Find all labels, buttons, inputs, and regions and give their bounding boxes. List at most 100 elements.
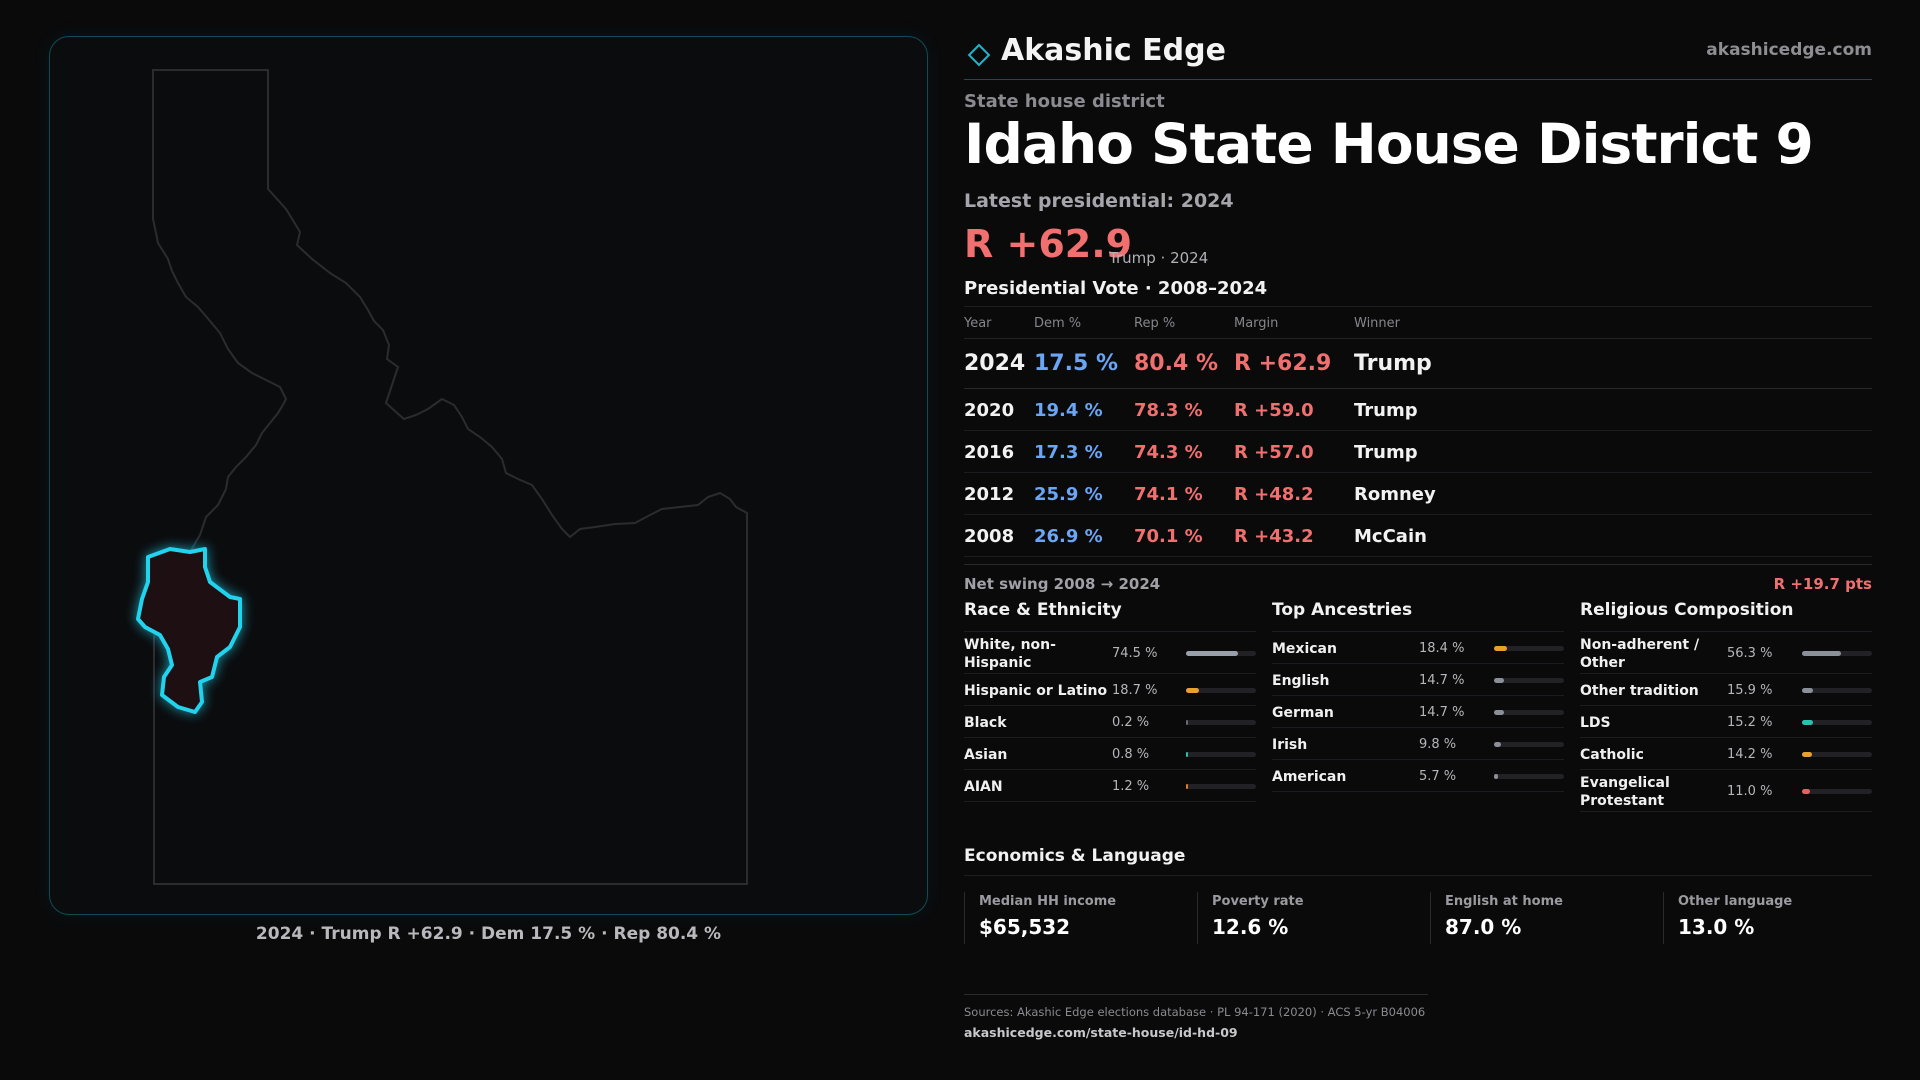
item-pct: 18.7 %: [1112, 683, 1158, 698]
item-label: Irish: [1272, 737, 1308, 753]
cell-margin: R +59.0: [1234, 400, 1314, 421]
cell-winner: Trump: [1354, 442, 1418, 463]
net-swing: Net swing 2008 → 2024 R +19.7 pts: [964, 564, 1872, 594]
bar-fill: [1186, 752, 1188, 757]
map-panel[interactable]: [49, 36, 928, 915]
cell-margin: R +43.2: [1234, 526, 1314, 547]
bar-fill: [1802, 651, 1842, 656]
item-pct: 11.0 %: [1727, 784, 1773, 799]
cell-rep: 74.1 %: [1134, 484, 1203, 505]
bar-track: [1802, 752, 1872, 757]
brand-header: Akashic Edge akashicedge.com: [964, 32, 1872, 80]
bar-fill: [1186, 651, 1239, 656]
bar-fill: [1802, 720, 1813, 725]
cell-year: 2012: [964, 484, 1015, 505]
net-swing-label: Net swing 2008 → 2024: [964, 575, 1161, 593]
list-item: AIAN 1.2 %: [964, 770, 1256, 802]
bar-fill: [1494, 774, 1498, 779]
district-map[interactable]: [50, 37, 928, 915]
brand-url[interactable]: akashicedge.com: [1706, 40, 1872, 60]
cell-dem: 17.5 %: [1034, 351, 1118, 376]
bar-fill: [1494, 646, 1507, 651]
race-ethnicity-panel: Race & Ethnicity White, non-Hispanic 74.…: [964, 600, 1256, 802]
item-pct: 5.7 %: [1419, 769, 1457, 784]
item-pct: 18.4 %: [1419, 641, 1465, 656]
bar-fill: [1494, 742, 1501, 747]
cell-dem: 17.3 %: [1034, 442, 1103, 463]
cell-margin: R +57.0: [1234, 442, 1314, 463]
bar-track: [1802, 720, 1872, 725]
bar-fill: [1802, 752, 1812, 757]
cell-margin: R +62.9: [1234, 351, 1332, 376]
bar-track: [1186, 752, 1256, 757]
bar-track: [1494, 710, 1564, 715]
cell-winner: Trump: [1354, 351, 1432, 376]
religion-title: Religious Composition: [1580, 600, 1872, 632]
table-header: Year Dem % Rep % Margin Winner: [964, 307, 1872, 339]
bar-track: [1186, 720, 1256, 725]
cell-dem: 19.4 %: [1034, 400, 1103, 421]
latest-margin-note: Trump · 2024: [1109, 249, 1209, 267]
item-label: Asian: [964, 747, 1008, 763]
header-dem: Dem %: [1034, 316, 1082, 331]
item-label: White, non-Hispanic: [964, 637, 1056, 671]
cell-year: 2024: [964, 351, 1026, 376]
district-9-shape[interactable]: [136, 547, 242, 714]
map-caption: 2024 · Trump R +62.9 · Dem 17.5 % · Rep …: [255, 924, 722, 944]
bar-track: [1494, 678, 1564, 683]
ancestries-panel: Top Ancestries Mexican 18.4 % English 14…: [1272, 600, 1564, 792]
table-row: 2008 26.9 % 70.1 % R +43.2 McCain: [964, 515, 1872, 557]
item-label: Black: [964, 715, 1007, 731]
header-rep: Rep %: [1134, 316, 1176, 331]
diamond-icon: [967, 43, 991, 67]
table-row: 2012 25.9 % 74.1 % R +48.2 Romney: [964, 473, 1872, 515]
bar-fill: [1802, 688, 1814, 693]
list-item: White, non-Hispanic 74.5 %: [964, 632, 1256, 674]
bar-track: [1186, 688, 1256, 693]
bar-fill: [1186, 784, 1188, 789]
item-pct: 0.2 %: [1112, 715, 1150, 730]
bar-track: [1494, 742, 1564, 747]
list-item: Other tradition 15.9 %: [1580, 674, 1872, 706]
item-label: Hispanic or Latino: [964, 683, 1108, 699]
econ-label: English at home: [1445, 894, 1563, 909]
table-row: 2024 17.5 % 80.4 % R +62.9 Trump: [964, 339, 1872, 389]
item-pct: 14.2 %: [1727, 747, 1773, 762]
item-pct: 9.8 %: [1419, 737, 1457, 752]
latest-margin: R +62.9: [964, 222, 1133, 266]
list-item: Mexican 18.4 %: [1272, 632, 1564, 664]
cell-rep: 80.4 %: [1134, 351, 1218, 376]
item-label: Other tradition: [1580, 683, 1699, 699]
economics-title: Economics & Language: [964, 846, 1872, 876]
item-pct: 14.7 %: [1419, 673, 1465, 688]
bar-fill: [1802, 789, 1810, 794]
cell-dem: 26.9 %: [1034, 526, 1103, 547]
econ-other-language: Other language 13.0 %: [1663, 892, 1883, 944]
idaho-state-outline: [152, 69, 748, 885]
header-year: Year: [964, 316, 992, 331]
race-ethnicity-title: Race & Ethnicity: [964, 600, 1256, 632]
list-item: Catholic 14.2 %: [1580, 738, 1872, 770]
cell-dem: 25.9 %: [1034, 484, 1103, 505]
list-item: German 14.7 %: [1272, 696, 1564, 728]
item-label: Non-adherent / Other: [1580, 637, 1700, 671]
brand-name[interactable]: Akashic Edge: [1001, 33, 1226, 68]
cell-rep: 70.1 %: [1134, 526, 1203, 547]
bar-track: [1186, 784, 1256, 789]
presidential-vote-table: Year Dem % Rep % Margin Winner 2024 17.5…: [964, 306, 1872, 557]
econ-value: $65,532: [979, 915, 1071, 939]
econ-poverty-rate: Poverty rate 12.6 %: [1197, 892, 1417, 944]
cell-margin: R +48.2: [1234, 484, 1314, 505]
header-winner: Winner: [1354, 316, 1401, 331]
page-url-link[interactable]: akashicedge.com/state-house/id-hd-09: [964, 1025, 1238, 1040]
info-panel: Akashic Edge akashicedge.com State house…: [964, 0, 1872, 1080]
bar-track: [1494, 774, 1564, 779]
list-item: American 5.7 %: [1272, 760, 1564, 792]
econ-value: 87.0 %: [1445, 915, 1522, 939]
item-pct: 74.5 %: [1112, 646, 1158, 661]
header-margin: Margin: [1234, 316, 1279, 331]
item-pct: 0.8 %: [1112, 747, 1150, 762]
item-label: English: [1272, 673, 1330, 689]
footer: Sources: Akashic Edge elections database…: [964, 994, 1428, 1040]
ancestries-title: Top Ancestries: [1272, 600, 1564, 632]
